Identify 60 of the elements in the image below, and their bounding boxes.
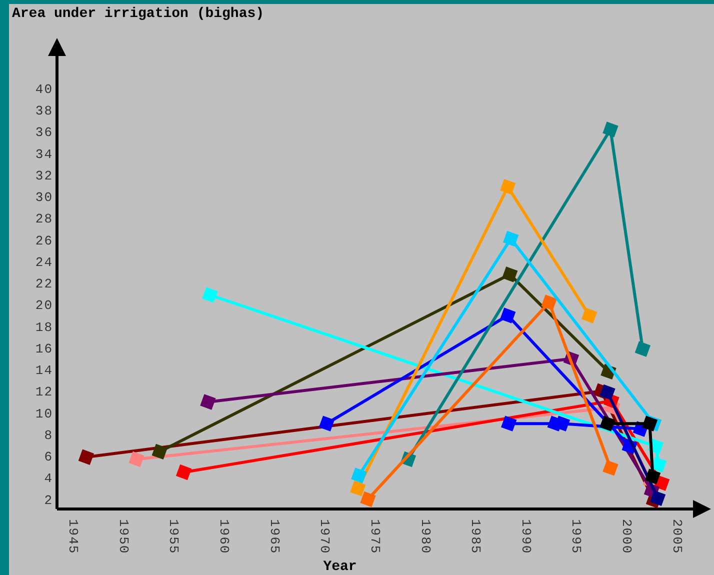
x-axis-title: Year [323,559,357,575]
y-tick-label: 36 [35,125,53,140]
y-axis-title: Area under irrigation (bighas) [12,6,264,22]
x-tick-label: 1970 [317,519,332,554]
point [500,178,516,195]
point [350,480,366,496]
y-tick-label: 24 [35,254,53,270]
point [541,294,557,310]
y-tick-label: 2 [44,492,53,508]
point [582,308,598,324]
y-tick-label: 14 [35,363,53,378]
x-tick-label: 1975 [367,519,382,554]
y-tick-label: 28 [35,212,53,227]
x-tick-label: 1945 [66,519,81,554]
x-tick-label: 1960 [216,519,232,554]
x-tick-label: 1950 [116,519,131,554]
point [642,416,658,432]
point [602,122,618,138]
y-tick-label: 8 [44,428,53,443]
point [351,468,367,484]
y-tick-label: 40 [35,82,53,97]
y-tick-label: 4 [44,471,53,486]
point [360,491,376,508]
point [500,416,517,432]
y-tick-label: 10 [35,406,53,422]
point [78,449,94,465]
y-tick-label: 38 [35,104,53,119]
y-tick-label: 12 [35,384,53,400]
x-tick-label: 1980 [418,519,433,554]
point [318,416,335,432]
y-tick-label: 34 [35,146,53,162]
point [600,416,616,432]
point [600,384,616,400]
point [503,230,519,247]
x-tick-label: 1965 [266,519,282,554]
point [502,266,518,282]
y-tick-label: 22 [35,276,53,292]
x-tick-label: 2005 [669,519,684,554]
point [602,460,618,476]
point [202,287,218,303]
y-tick-label: 6 [44,450,53,465]
point [650,490,666,506]
point [634,341,651,357]
x-tick-label: 2000 [619,519,634,554]
x-tick-label: 1995 [568,519,584,554]
y-tick-label: 30 [35,190,53,206]
y-tick-label: 18 [35,320,53,335]
point [500,308,516,324]
point [128,451,144,468]
point [152,444,168,460]
point [200,394,216,410]
point [644,468,661,484]
x-tick-label: 1985 [468,519,484,554]
x-tick-label: 1955 [166,519,182,554]
y-tick-label: 20 [35,298,53,314]
point [176,464,192,480]
x-tick-label: 1990 [518,519,534,554]
y-tick-label: 32 [35,168,53,184]
y-tick-label: 26 [35,233,53,248]
y-tick-label: 16 [35,341,53,356]
